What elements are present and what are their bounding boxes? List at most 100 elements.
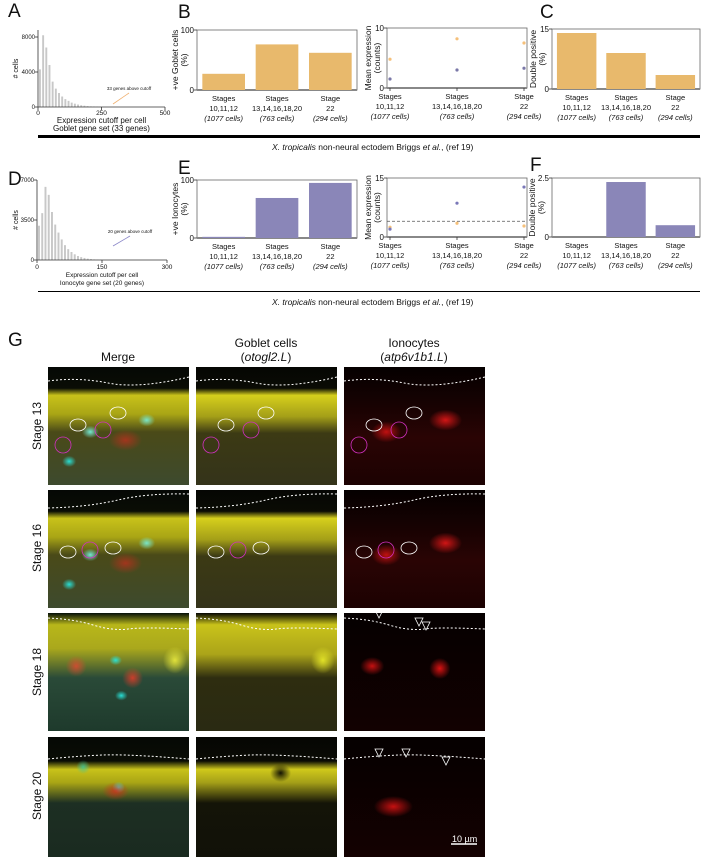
data-point (455, 68, 459, 72)
x-tick-label: 300 (162, 264, 173, 271)
x-axis-label: Ionocyte gene set (20 genes) (60, 280, 144, 287)
histogram-bar (51, 212, 53, 260)
category-cell-count: (1077 cells) (204, 262, 243, 271)
histogram-bar (54, 88, 57, 107)
category-stages: 22 (520, 251, 528, 260)
category-stages: 10,11,12 (562, 251, 591, 260)
micrograph-goblet-cells-stage-row-4 (196, 737, 337, 857)
micrograph-overlay (196, 493, 337, 559)
category-label: Stage (514, 92, 534, 101)
histogram-bar (70, 252, 73, 260)
histogram-bar (67, 100, 70, 107)
bar (556, 33, 597, 89)
category-cell-count: (763 cells) (260, 114, 295, 123)
category-label: Stages (212, 242, 236, 251)
category-stages: 10,11,12 (376, 251, 405, 260)
category-cell-count: (1077 cells) (371, 112, 410, 121)
category-stages: 10,11,12 (562, 103, 591, 112)
category-label: Stages (378, 241, 402, 250)
category-label: Stages (445, 92, 469, 101)
surface-dashed-line (48, 754, 189, 760)
annotation-arrow (112, 235, 131, 247)
category-stages: 13,14,16,18,20 (252, 104, 302, 113)
y-tick-label: 0 (31, 258, 35, 264)
category-stages: 22 (671, 251, 679, 260)
surface-dashed-line (344, 493, 485, 509)
scale-bar-label: 10 µm (452, 834, 478, 844)
surface-dashed-line (344, 617, 485, 630)
gene-name: atp6v1b1.L (384, 350, 444, 364)
y-tick-label: 7000 (21, 178, 35, 184)
bar (655, 225, 696, 237)
category-stages: 22 (326, 252, 334, 261)
y-axis-label: (%) (536, 201, 546, 214)
row-label-stage-18: Stage 18 (30, 647, 44, 697)
category-stages: 13,14,16,18,20 (252, 252, 302, 261)
surface-dashed-line (344, 754, 485, 760)
y-tick-label: 100 (181, 176, 195, 185)
surface-dashed-line (48, 493, 189, 509)
column-header-ionocytes: Ionocytes (atp6v1b1.L) (380, 336, 448, 364)
micrograph-overlay (344, 376, 485, 454)
caption-species: X. tropicalis (272, 142, 316, 152)
chart-b2 (384, 27, 528, 91)
category-stages: 13,14,16,18,20 (432, 251, 482, 260)
micrograph-goblet-cells-stage-row-1 (196, 367, 337, 485)
caption-top: X. tropicalis non-neural ectodem Briggs … (272, 142, 473, 152)
panel-letter-c: C (540, 2, 554, 23)
category-stages: 22 (520, 102, 528, 111)
category-label: Stages (265, 94, 289, 103)
x-axis-label: Goblet gene set (33 genes) (53, 124, 150, 133)
data-point (388, 57, 392, 61)
chart-c (549, 28, 701, 90)
micrograph-goblet-cells-stage-row-3 (196, 613, 337, 731)
category-cell-count: (1077 cells) (371, 261, 410, 270)
y-tick-label: 0 (545, 233, 550, 242)
histogram-bar (51, 81, 54, 107)
histogram-bar (86, 106, 89, 107)
goblet-cell-outline (59, 545, 77, 559)
category-cell-count: (763 cells) (260, 262, 295, 271)
histogram-bar (70, 102, 73, 107)
category-label: Stage (321, 242, 341, 251)
data-point (455, 37, 459, 41)
category-stages: 13,14,16,18,20 (601, 103, 651, 112)
ionocyte-outline (390, 421, 408, 439)
caption-bottom: X. tropicalis non-neural ectodem Briggs … (272, 297, 473, 307)
y-tick-label: 0 (380, 233, 385, 242)
bar (655, 75, 696, 89)
caption-ref: , (ref 19) (441, 142, 474, 152)
micrograph-overlay (344, 748, 485, 845)
x-tick-label: 0 (36, 110, 40, 117)
x-tick-label: 500 (160, 110, 171, 117)
micrograph-merge-stage-row-2 (48, 490, 189, 608)
y-axis-label: (counts) (372, 192, 382, 223)
x-axis-label: Expression cutoff per cell (57, 116, 146, 125)
y-tick-label: 0 (380, 84, 385, 93)
histogram-bar (86, 258, 89, 260)
chart-a (35, 30, 166, 110)
data-point (522, 66, 526, 70)
bar (202, 236, 245, 238)
divider-top (38, 135, 700, 138)
micrograph-overlay (48, 617, 189, 630)
micrograph-merge-stage-row-3 (48, 613, 189, 731)
category-cell-count: (294 cells) (313, 262, 348, 271)
surface-dashed-line (48, 376, 189, 386)
surface-dashed-line (196, 617, 337, 630)
micrograph-overlay (196, 754, 337, 760)
caption-etal: et al. (422, 142, 442, 152)
annotation-arrow (112, 92, 130, 105)
micrograph-ionocytes-stage-row-3 (344, 613, 485, 731)
histogram-bar (77, 256, 79, 260)
annotation-label: 33 genes above cutoff (107, 86, 152, 91)
category-stages: 10,11,12 (376, 102, 405, 111)
column-title: Merge (100, 350, 135, 364)
category-cell-count: (294 cells) (313, 114, 348, 123)
y-axis-label: (counts) (372, 42, 382, 73)
surface-dashed-line (344, 376, 485, 386)
data-point (388, 77, 392, 81)
chart-b1 (194, 29, 358, 91)
y-tick-label: 8000 (22, 35, 36, 41)
histogram-bar (41, 213, 44, 260)
